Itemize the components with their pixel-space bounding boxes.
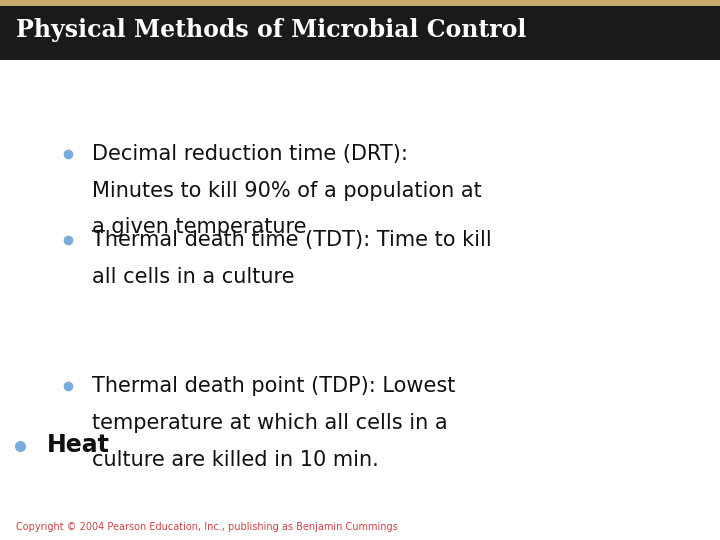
Text: Decimal reduction time (DRT):: Decimal reduction time (DRT): xyxy=(92,144,408,164)
Text: Copyright © 2004 Pearson Education, Inc., publishing as Benjamin Cummings: Copyright © 2004 Pearson Education, Inc.… xyxy=(16,522,397,531)
Text: all cells in a culture: all cells in a culture xyxy=(92,267,294,287)
Text: Heat: Heat xyxy=(47,434,109,457)
Text: Physical Methods of Microbial Control: Physical Methods of Microbial Control xyxy=(16,18,526,42)
Bar xyxy=(0,0,720,6)
Bar xyxy=(0,0,720,60)
Text: culture are killed in 10 min.: culture are killed in 10 min. xyxy=(92,449,379,470)
Text: Minutes to kill 90% of a population at: Minutes to kill 90% of a population at xyxy=(92,180,482,201)
Text: Thermal death time (TDT): Time to kill: Thermal death time (TDT): Time to kill xyxy=(92,230,492,251)
Text: temperature at which all cells in a: temperature at which all cells in a xyxy=(92,413,448,433)
Text: a given temperature: a given temperature xyxy=(92,217,307,238)
Text: Thermal death point (TDP): Lowest: Thermal death point (TDP): Lowest xyxy=(92,376,456,396)
